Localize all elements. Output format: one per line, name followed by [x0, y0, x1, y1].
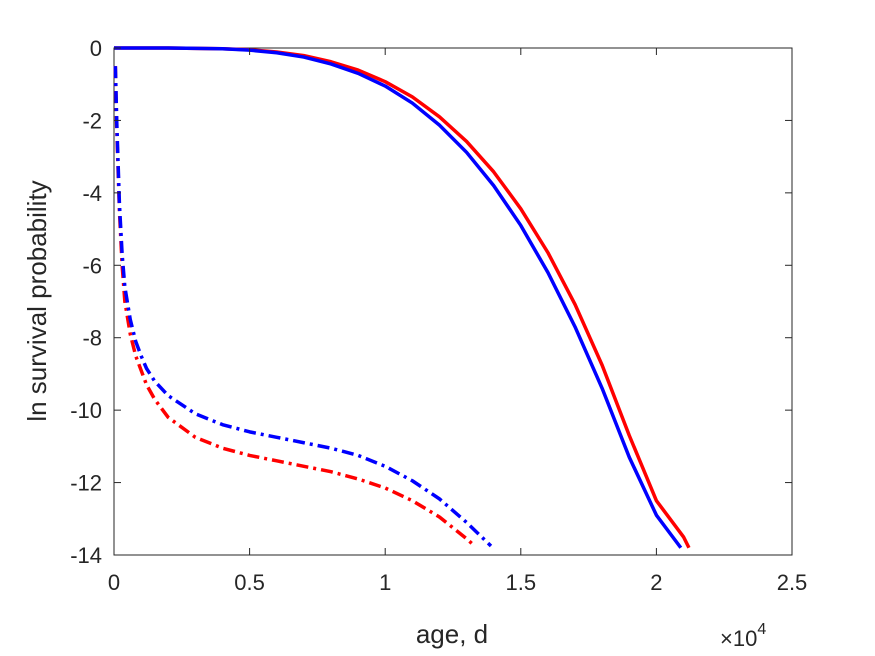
x-tick-label: 1.5: [506, 570, 537, 595]
series-line-2: [114, 46, 683, 549]
x-tick-label: 2.5: [777, 570, 808, 595]
y-axis-label: ln survival probability: [22, 180, 52, 421]
series-line-4: [113, 66, 493, 548]
y-tick-label: -4: [82, 181, 102, 206]
y-tick-label: -14: [70, 543, 102, 568]
y-tick-label: -10: [70, 398, 102, 423]
y-tick-label: -8: [82, 326, 102, 351]
x-tick-label: 0: [108, 570, 120, 595]
y-tick-label: -12: [70, 471, 102, 496]
series-layer: [113, 46, 691, 549]
x-tick-label: 1: [379, 570, 391, 595]
y-axis-ticks: 0 -2 -4 -6 -8 -10 -12 -14: [70, 36, 792, 568]
x-tick-label: 2: [650, 570, 662, 595]
y-tick-label: 0: [90, 36, 102, 61]
plot-area: [113, 47, 793, 556]
x-exponent-base: ×10: [720, 626, 757, 651]
x-axis-exponent-label: ×104: [720, 621, 766, 651]
x-axis-ticks: 0 0.5 1 1.5 2 2.5: [108, 48, 807, 595]
x-tick-label: 0.5: [234, 570, 265, 595]
series-line-3: [113, 66, 476, 548]
x-axis-label: age, d: [416, 619, 488, 649]
y-tick-label: -6: [82, 253, 102, 278]
x-exponent-power: 4: [757, 621, 766, 638]
y-tick-label: -2: [82, 108, 102, 133]
